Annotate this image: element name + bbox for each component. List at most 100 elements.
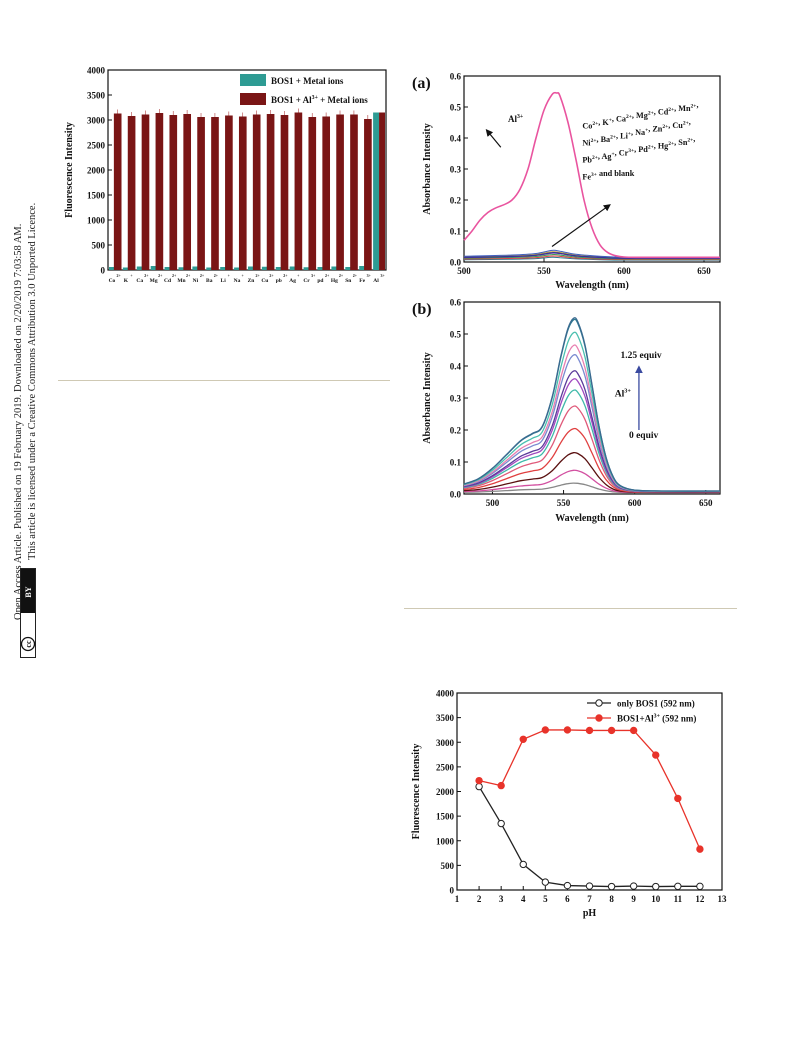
bar-bos1 <box>109 267 115 270</box>
bar-bos1 <box>248 266 254 270</box>
x-category-label: Al <box>373 278 379 284</box>
bar-bos1 <box>178 267 185 270</box>
bar-bos1 <box>234 267 240 270</box>
bar-bos1 <box>136 266 143 270</box>
x-category-superscript: 2+ <box>158 273 163 278</box>
sidebar-line-licence: This article is licensed under a Creativ… <box>27 202 38 560</box>
x-tick-label: 1 <box>455 894 460 904</box>
x-tick-label: 550 <box>537 266 551 276</box>
y-tick-label: 3000 <box>87 116 106 126</box>
point-bos1-al <box>607 726 616 735</box>
y-tick-label: 4000 <box>436 689 455 699</box>
bar-bos1-al <box>308 117 317 270</box>
legend-marker <box>595 714 603 722</box>
point-only-bos1 <box>652 882 660 891</box>
x-category-label: Co <box>109 278 116 284</box>
x-tick-label: 650 <box>697 266 711 276</box>
x-category-label: Cd <box>164 278 171 284</box>
x-category-superscript: 2+ <box>144 273 149 278</box>
x-tick-label: 12 <box>695 894 705 904</box>
y-axis-label: Fluorescence Intensity <box>411 744 422 840</box>
bar-bos1-al <box>336 114 344 270</box>
y-tick-label: 0.1 <box>450 227 462 237</box>
point-bos1-al <box>652 751 660 759</box>
point-only-bos1 <box>607 882 616 891</box>
y-tick-label: 0.4 <box>450 134 462 144</box>
y-tick-label: 0.3 <box>450 394 462 404</box>
annotation-ion-line: Co2+, K+, Ca2+, Mg2+, Cd2+, Mn2+, <box>582 101 698 131</box>
cc-by-badge[interactable]: cc BY <box>20 568 36 658</box>
y-tick-label: 0.6 <box>450 72 462 82</box>
x-tick-label: 6 <box>565 894 570 904</box>
x-tick-label: 11 <box>674 894 683 904</box>
x-tick-label: 10 <box>651 894 661 904</box>
y-tick-label: 1500 <box>436 812 455 822</box>
x-category-label: Cu <box>261 278 268 284</box>
x-category-superscript: 2+ <box>116 273 121 278</box>
point-only-bos1 <box>563 881 572 890</box>
x-axis-label: pH <box>583 908 597 919</box>
sidebar-line-published: Open Access Article. Published on 19 Feb… <box>13 223 24 620</box>
y-tick-label: 3000 <box>436 738 455 748</box>
cc-icon <box>20 636 36 652</box>
bar-chart-figure: 0 500 1000 1500 2000 2500 3000 3500 4000 Fluoresc… <box>64 66 387 284</box>
x-category-label: Ag <box>289 278 296 284</box>
point-bos1-al <box>541 726 550 734</box>
x-category-superscript: 2+ <box>339 273 344 278</box>
x-category-superscript: 3+ <box>381 273 386 278</box>
x-tick-label: 500 <box>486 498 500 508</box>
y-tick-label: 0.2 <box>450 196 462 206</box>
spectrum-line-other <box>463 253 720 260</box>
spectrum-line-titration <box>463 370 721 493</box>
bar-bos1-al <box>322 116 331 270</box>
x-category-superscript: + <box>297 273 300 278</box>
y-tick-label: 0 <box>101 266 106 276</box>
x-category-superscript: + <box>130 273 133 278</box>
bar-bos1 <box>122 267 129 270</box>
x-tick-label: 9 <box>631 894 636 904</box>
spectrum-line-other <box>463 251 720 259</box>
legend-marker <box>595 699 603 707</box>
bar-bos1 <box>345 267 352 270</box>
annotation-bottom-equiv: 0 equiv <box>629 431 659 441</box>
x-axis-label: Wavelength (nm) <box>555 280 629 291</box>
x-tick-label: 550 <box>557 498 571 508</box>
y-tick-label: 2500 <box>436 762 455 772</box>
annotation-ion-line: Ni2+, Ba2+, Li+, Na+, Zn2+, Cu2+, <box>582 118 690 148</box>
point-only-bos1 <box>541 878 550 886</box>
y-tick-label: 2500 <box>87 141 106 151</box>
divider-left <box>58 380 390 381</box>
x-tick-label: 600 <box>628 498 642 508</box>
x-tick-label: 8 <box>609 894 614 904</box>
absorbance-chart-b: (b) 0.0 0.1 0.2 0.3 0.4 0.5 0.6 500 550 600 650 Wave… <box>412 298 721 524</box>
legend-label-bos1-al: BOS1+Al3+ (592 nm) <box>617 714 696 724</box>
y-tick-label: 500 <box>92 241 106 251</box>
x-category-label: Ca <box>136 278 143 284</box>
bar-bos1-al <box>238 116 247 270</box>
bar-bos1 <box>303 267 310 270</box>
x-category-superscript: 2+ <box>214 273 219 278</box>
bar-bos1-al <box>197 117 205 270</box>
absorbance-chart-a: (a) 0.0 0.1 0.2 0.3 0.4 0.5 0.6 500 550 600 650 Wave… <box>412 72 721 291</box>
x-category-superscript: 2+ <box>186 273 191 278</box>
bar-bos1-al <box>225 115 233 270</box>
point-bos1-al <box>629 726 638 735</box>
bar-bos1-al <box>211 117 219 270</box>
legend-swatch-bos1 <box>240 74 266 86</box>
point-only-bos1 <box>585 882 594 890</box>
bar-bos1-al <box>364 119 372 270</box>
bar-bos1 <box>220 267 227 270</box>
panel-label-a: (a) <box>412 75 431 92</box>
x-category-superscript: 2+ <box>172 273 177 278</box>
line-only-bos1 <box>478 786 700 888</box>
y-tick-label: 1000 <box>87 216 106 226</box>
y-tick-label: 2000 <box>87 166 106 176</box>
bar-bos1 <box>289 266 296 270</box>
spectrum-line-titration <box>463 451 721 493</box>
x-tick-label: 4 <box>521 894 526 904</box>
x-category-label: pb <box>276 278 282 284</box>
bar-bos1 <box>317 267 324 270</box>
panel-label-b: (b) <box>412 301 432 318</box>
licence-sidebar: Open Access Article. Published on 19 Feb… <box>0 0 40 680</box>
badge-by-text: BY <box>24 586 33 597</box>
